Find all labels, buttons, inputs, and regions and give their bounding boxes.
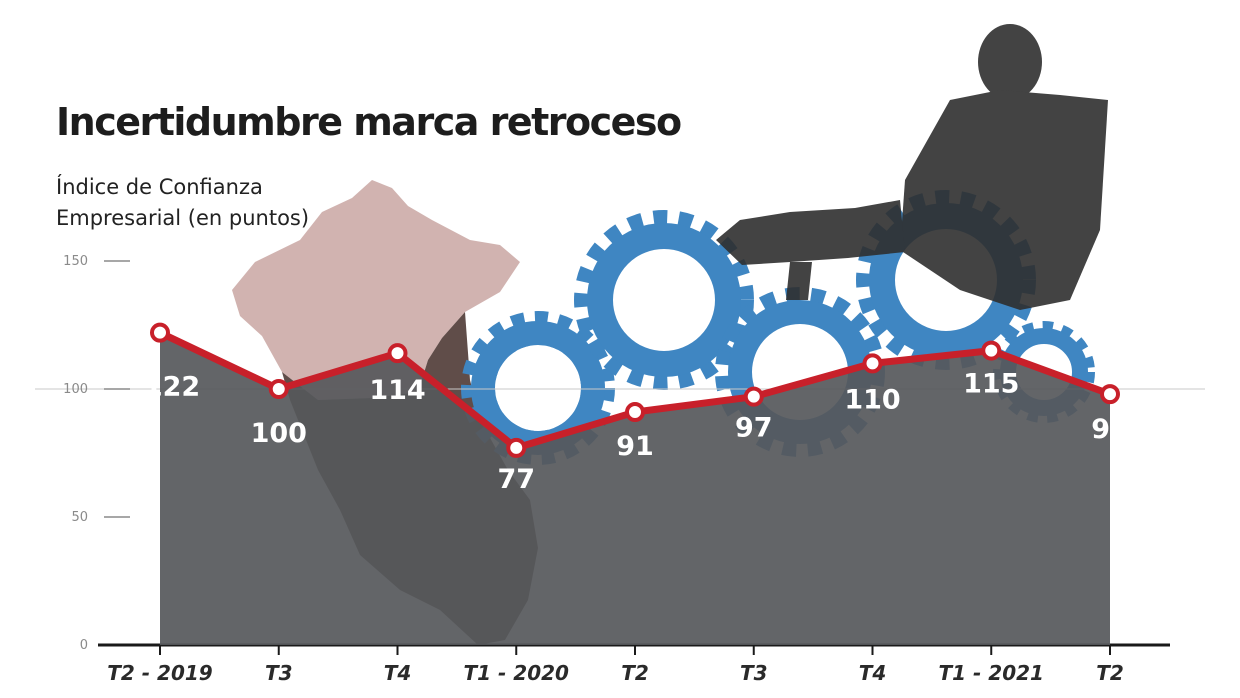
seated-businessman-illustration: [716, 24, 1108, 310]
y-ticks: 0 50 100 150: [63, 254, 130, 653]
data-point: [268, 379, 289, 399]
peru-map-north-illustration: [232, 180, 520, 400]
data-label: 110: [844, 384, 900, 415]
data-point: [981, 340, 1002, 361]
data-label: 115: [963, 369, 1019, 400]
data-label: 77: [497, 464, 535, 495]
subtitle-line-1: Índice de Confianza: [56, 175, 263, 199]
y-tick-label: 100: [63, 382, 88, 397]
y-tick-label: 0: [80, 638, 88, 653]
data-point: [743, 386, 764, 407]
plot-area: 122 100 114 77 91 97 110 115 98: [144, 322, 1129, 655]
x-tick-label: T4: [384, 661, 412, 685]
x-tick-label: T3: [265, 661, 293, 685]
data-label: 98: [1091, 414, 1129, 445]
x-tick-labels: T2 - 2019 T3 T4 T1 - 2020 T2 T3 T4 T1 - 2021 T2: [107, 661, 1124, 685]
data-label: 114: [369, 375, 425, 406]
x-tick-label: T2: [1096, 661, 1124, 685]
y-tick-label: 150: [63, 254, 88, 269]
data-point: [625, 402, 645, 423]
x-tick-label: T1 - 2021: [939, 661, 1044, 685]
data-point: [862, 353, 883, 374]
x-tick-label: T2 - 2019: [107, 661, 213, 685]
chart-subtitle: Índice de Confianza Empresarial (en punt…: [56, 172, 309, 234]
chart-title: Incertidumbre marca retroceso: [56, 100, 682, 144]
data-point: [150, 322, 170, 343]
data-point: [387, 343, 408, 364]
x-tick-label: T1 - 2020: [464, 661, 570, 685]
data-label: 122: [144, 372, 200, 403]
data-point: [1100, 384, 1120, 405]
subtitle-line-2: Empresarial (en puntos): [56, 206, 310, 230]
x-tick-label: T3: [740, 661, 768, 685]
data-label: 91: [616, 431, 654, 462]
x-tick-label: T2: [621, 661, 649, 685]
y-tick-label: 50: [71, 510, 88, 525]
data-point: [506, 437, 527, 458]
x-tick-label: T4: [859, 661, 887, 685]
data-label: 97: [735, 413, 773, 444]
series-area: [160, 332, 1110, 645]
data-label: 100: [251, 418, 307, 449]
gear-illustration-2: [574, 210, 754, 390]
